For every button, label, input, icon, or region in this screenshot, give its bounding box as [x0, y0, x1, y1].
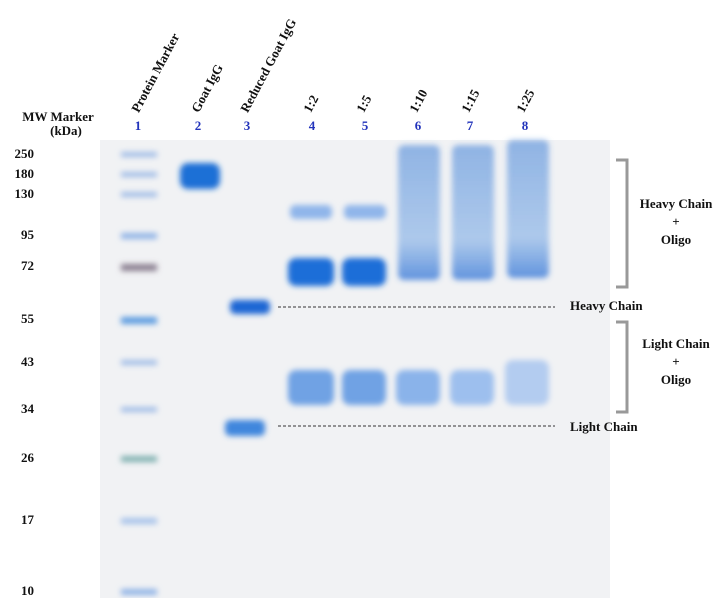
- mw-label: 26: [21, 450, 35, 465]
- smears: [398, 140, 549, 280]
- annotation: +: [672, 214, 679, 229]
- lane-number: 3: [244, 118, 251, 133]
- bracket: [616, 160, 627, 287]
- lane-name: Protein Marker: [128, 30, 182, 114]
- gel-figure: MW Marker (kDa) Heavy Chain Light Chain …: [0, 0, 724, 598]
- mw-label: 130: [15, 186, 35, 201]
- lane-ratio: 1:10: [406, 87, 430, 115]
- annotation: Heavy Chain: [640, 196, 713, 211]
- mw-unit: (kDa): [50, 123, 82, 138]
- lane-number: 2: [195, 118, 202, 133]
- lane-number: 7: [467, 118, 474, 133]
- lane-number: 8: [522, 118, 529, 133]
- lane-number: 5: [362, 118, 369, 133]
- mw-label: 34: [21, 401, 35, 416]
- lane-number: 6: [415, 118, 422, 133]
- mw-label: 95: [21, 227, 35, 242]
- mw-label: 10: [21, 583, 34, 598]
- annotation: Oligo: [661, 232, 691, 247]
- mw-label: 250: [15, 146, 35, 161]
- mw-label: 43: [21, 354, 35, 369]
- lane-number: 4: [309, 118, 316, 133]
- mw-title: MW Marker: [22, 109, 94, 124]
- mw-label: 72: [21, 258, 34, 273]
- annotation: Oligo: [661, 372, 691, 387]
- annotation: Light Chain: [642, 336, 710, 351]
- light-chain-label: Light Chain: [570, 419, 638, 434]
- mw-label: 180: [15, 166, 35, 181]
- lane-name: Reduced Goat IgG: [237, 16, 299, 115]
- lane-number: 1: [135, 118, 142, 133]
- bracket: [616, 322, 627, 412]
- heavy-chain-label: Heavy Chain: [570, 298, 643, 313]
- lane-ratio: 1:15: [458, 86, 483, 115]
- mw-label: 17: [21, 512, 35, 527]
- annotation: +: [672, 354, 679, 369]
- lane-ratio: 1:5: [353, 92, 375, 115]
- lane-ratio: 1:2: [300, 92, 321, 114]
- lane-ratio: 1:25: [513, 86, 538, 115]
- mw-label: 55: [21, 311, 35, 326]
- lane-name: Goat IgG: [188, 62, 226, 115]
